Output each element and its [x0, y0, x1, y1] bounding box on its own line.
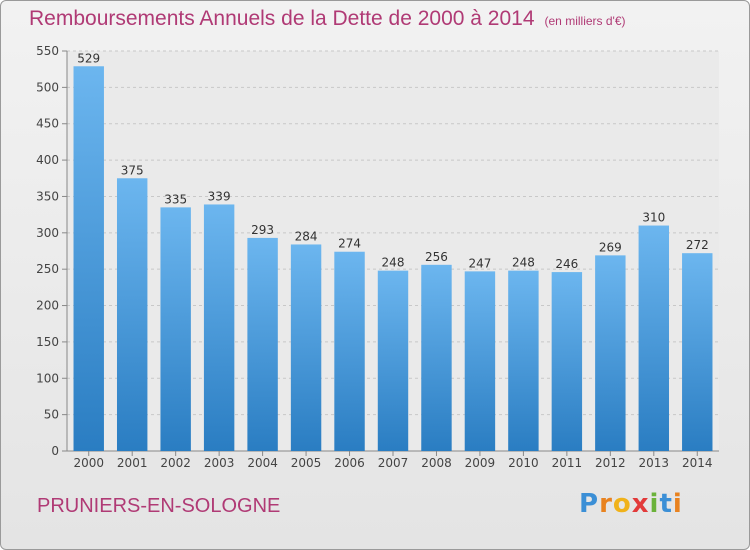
y-tick-label: 300 [36, 226, 59, 240]
x-tick-label-2014: 2014 [682, 456, 713, 470]
bar-2001 [116, 178, 148, 452]
bar-2013 [638, 225, 670, 451]
data-label-2008: 256 [425, 250, 448, 264]
logo-letter-t: t [659, 489, 673, 519]
proxiti-logo: Proxiti [579, 489, 683, 519]
y-tick-label: 200 [36, 299, 59, 313]
data-label-2011: 246 [555, 257, 578, 271]
logo-letter-i2: i [672, 489, 683, 519]
bar-2014 [682, 253, 713, 451]
data-label-2009: 247 [468, 256, 491, 270]
logo-letter-p: P [579, 489, 600, 519]
y-tick-label: 550 [36, 44, 59, 58]
bar-2005 [290, 244, 322, 451]
x-tick-label-2012: 2012 [595, 456, 626, 470]
data-label-2010: 248 [512, 256, 535, 270]
x-tick-label-2007: 2007 [378, 456, 409, 470]
y-tick-label: 400 [36, 153, 59, 167]
y-tick-label: 150 [36, 335, 59, 349]
bar-2002 [160, 207, 191, 451]
y-tick-label: 450 [36, 117, 59, 131]
chart-title-text: Remboursements Annuels de la Dette de 20… [29, 7, 535, 30]
y-tick-label: 100 [36, 371, 59, 385]
chart-unit: (en milliers d'€) [544, 14, 626, 28]
x-tick-label-2008: 2008 [421, 456, 452, 470]
x-tick-label-2010: 2010 [508, 456, 539, 470]
data-label-2005: 284 [295, 229, 318, 243]
x-tick-label-2004: 2004 [247, 456, 278, 470]
bar-2000 [73, 66, 104, 451]
bar-2006 [334, 251, 365, 451]
bar-2004 [247, 237, 278, 451]
data-label-2003: 339 [208, 189, 231, 203]
y-tick-label: 350 [36, 189, 59, 203]
data-label-2006: 274 [338, 237, 361, 251]
y-tick-label: 500 [36, 80, 59, 94]
x-tick-label-2001: 2001 [117, 456, 148, 470]
data-label-2004: 293 [251, 223, 274, 237]
x-tick-label-2005: 2005 [291, 456, 322, 470]
commune-name: PRUNIERS-EN-SOLOGNE [37, 495, 281, 517]
bar-2008 [421, 264, 452, 451]
data-label-2013: 310 [642, 211, 665, 225]
x-tick-label-2013: 2013 [639, 456, 670, 470]
data-label-2000: 529 [77, 51, 100, 65]
data-label-2001: 375 [121, 163, 144, 177]
logo-letter-r: r [599, 489, 613, 519]
logo-letter-x: x [631, 489, 650, 519]
logo-letter-o: o [612, 489, 632, 519]
data-label-2014: 272 [686, 238, 709, 252]
data-label-2007: 248 [382, 256, 405, 270]
bar-2010 [508, 270, 539, 451]
bar-2003 [203, 204, 235, 451]
y-tick-label: 0 [51, 444, 59, 458]
bar-2012 [595, 255, 626, 451]
bar-2007 [377, 270, 409, 451]
x-tick-label-2002: 2002 [160, 456, 191, 470]
x-tick-label-2003: 2003 [204, 456, 235, 470]
chart-title: Remboursements Annuels de la Dette de 20… [29, 7, 626, 31]
logo-letter-i1: i [649, 489, 660, 519]
y-tick-label: 250 [36, 262, 59, 276]
x-tick-label-2011: 2011 [552, 456, 583, 470]
bar-2011 [551, 272, 583, 451]
x-tick-label-2009: 2009 [465, 456, 496, 470]
y-tick-label: 50 [44, 408, 59, 422]
bar-2009 [464, 271, 496, 451]
data-label-2012: 269 [599, 240, 622, 254]
data-label-2002: 335 [164, 192, 187, 206]
x-tick-label-2000: 2000 [73, 456, 104, 470]
x-tick-label-2006: 2006 [334, 456, 365, 470]
